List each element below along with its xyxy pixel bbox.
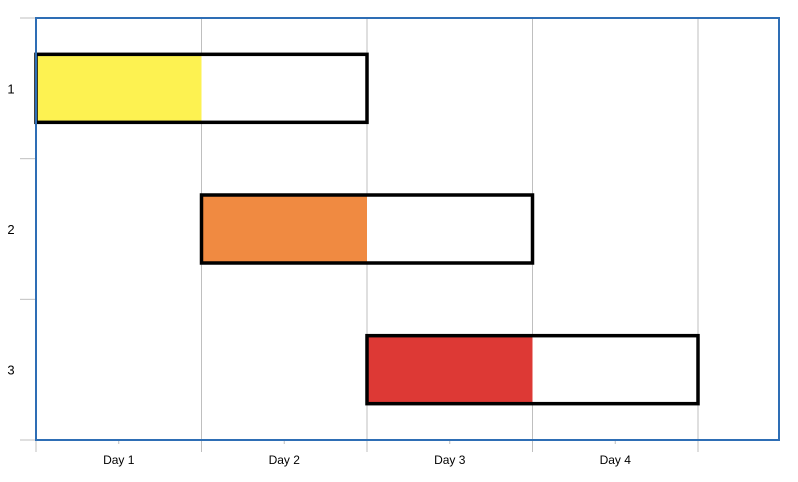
bar-outline bbox=[199, 193, 535, 265]
plot-frame bbox=[35, 17, 780, 441]
bar-progress bbox=[367, 335, 533, 404]
bar-progress bbox=[36, 54, 202, 123]
y-tick-label: 2 bbox=[7, 222, 14, 237]
x-tick-label: Day 4 bbox=[600, 453, 632, 467]
x-tick-label: Day 3 bbox=[434, 453, 466, 467]
x-tick-label: Day 2 bbox=[269, 453, 301, 467]
y-tick-label: 1 bbox=[7, 81, 14, 96]
bars bbox=[34, 52, 700, 406]
tick-labels: Day 1 Day 2 Day 3 Day 4 1 2 3 bbox=[7, 81, 631, 467]
y-tick-label: 3 bbox=[7, 363, 14, 378]
bar-progress bbox=[201, 195, 367, 263]
x-tick-label: Day 1 bbox=[103, 453, 135, 467]
bar-outline bbox=[365, 333, 700, 406]
